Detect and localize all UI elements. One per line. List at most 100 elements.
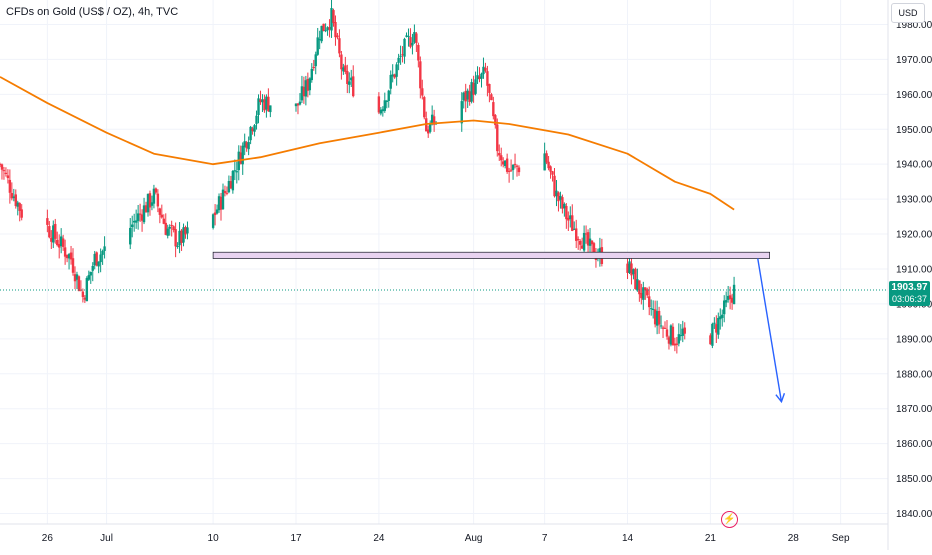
y-tick-label: 1970.00	[896, 55, 932, 66]
candle-body	[61, 238, 65, 247]
candle-body	[415, 33, 418, 43]
candle-body	[580, 245, 584, 249]
candle-body	[468, 91, 471, 102]
candle-body	[644, 287, 647, 291]
y-tick-label: 1930.00	[896, 195, 932, 206]
candle-body	[573, 228, 576, 230]
candle-body	[81, 291, 85, 298]
candle-body	[563, 203, 566, 209]
candle-body	[4, 172, 8, 174]
y-tick-label: 1840.00	[896, 509, 932, 520]
candle-body	[547, 161, 550, 169]
candle-body	[91, 265, 94, 271]
y-tick-label: 1960.00	[896, 90, 932, 101]
candle-body	[186, 227, 189, 234]
candle-body	[509, 169, 513, 171]
candle-body	[575, 228, 578, 241]
candle-body	[257, 98, 260, 115]
candle-body	[8, 179, 12, 193]
candle-body	[213, 212, 217, 216]
candle-body	[476, 75, 479, 80]
candle-body	[48, 226, 51, 238]
y-tick-label: 1880.00	[896, 369, 932, 380]
flash-icon[interactable]: ⚡	[721, 511, 738, 528]
candle-body	[83, 297, 87, 300]
candle-body	[229, 181, 233, 189]
candle-body	[300, 86, 304, 101]
candle-body	[235, 171, 238, 173]
candle-body	[717, 317, 720, 335]
candle-body	[419, 61, 422, 89]
candle-body	[709, 335, 712, 345]
candle-body	[557, 192, 560, 202]
candle-body	[661, 327, 665, 329]
candle-body	[393, 74, 396, 78]
candle-body	[225, 192, 229, 194]
y-tick-label: 1890.00	[896, 334, 932, 345]
candle-body	[162, 218, 165, 224]
currency-button[interactable]: USD	[891, 3, 925, 23]
candle-body	[646, 289, 649, 296]
candle-body	[170, 224, 173, 226]
candle-body	[320, 25, 323, 42]
candle-body	[569, 215, 572, 219]
candle-body	[681, 328, 684, 336]
candle-body	[99, 254, 102, 263]
candle-body	[215, 209, 219, 214]
candle-body	[626, 263, 629, 273]
candle-body	[377, 96, 381, 113]
candle-body	[576, 238, 580, 240]
candle-body	[241, 145, 244, 165]
candle-body	[142, 205, 146, 223]
candle-body	[430, 114, 434, 125]
candle-body	[294, 103, 298, 107]
candle-body	[545, 153, 548, 163]
candle-body	[724, 300, 728, 303]
y-tick-label: 1850.00	[896, 474, 932, 485]
candle-body	[306, 78, 310, 91]
candle-body	[651, 308, 655, 310]
candle-body	[18, 203, 21, 211]
candle-body	[561, 197, 564, 209]
candle-body	[6, 175, 10, 179]
x-tick-label: 17	[290, 533, 302, 544]
candle-body	[10, 193, 14, 199]
candle-body	[559, 195, 562, 200]
candle-body	[239, 152, 242, 164]
grid-lines	[0, 0, 888, 524]
candle-body	[502, 161, 505, 165]
candle-body	[334, 21, 337, 38]
candle-body	[669, 325, 673, 345]
candle-body	[332, 10, 335, 24]
candle-body	[58, 243, 61, 248]
candle-body	[657, 310, 661, 325]
candle-body	[85, 278, 89, 302]
candle-body	[590, 240, 594, 245]
candle-body	[732, 284, 736, 305]
candle-body	[69, 252, 73, 260]
candle-body	[503, 160, 507, 167]
candle-body	[397, 57, 400, 63]
candle-body	[56, 239, 59, 246]
candle-body	[381, 109, 385, 112]
candle-body	[342, 67, 345, 72]
candle-body	[543, 153, 546, 171]
candle-body	[715, 324, 718, 333]
candle-body	[269, 105, 272, 113]
candle-body	[20, 209, 23, 218]
candle-body	[462, 92, 465, 101]
candle-body	[385, 100, 388, 102]
x-tick-label: Jul	[100, 533, 113, 544]
candle-body	[490, 94, 493, 101]
candle-body	[584, 233, 588, 235]
time-axis[interactable]: 26 Jul 10 17 24 Aug 7 14 21 28 Sep	[42, 533, 850, 544]
candle-body	[409, 37, 412, 47]
candle-body	[730, 297, 734, 303]
price-axis[interactable]: 1840.00 1850.00 1860.00 1870.00 1880.00 1890.…	[896, 20, 932, 520]
candle-body	[582, 232, 586, 251]
candle-body	[79, 289, 83, 291]
y-tick-label: 1980.00	[896, 20, 932, 31]
candle-body	[298, 101, 302, 105]
